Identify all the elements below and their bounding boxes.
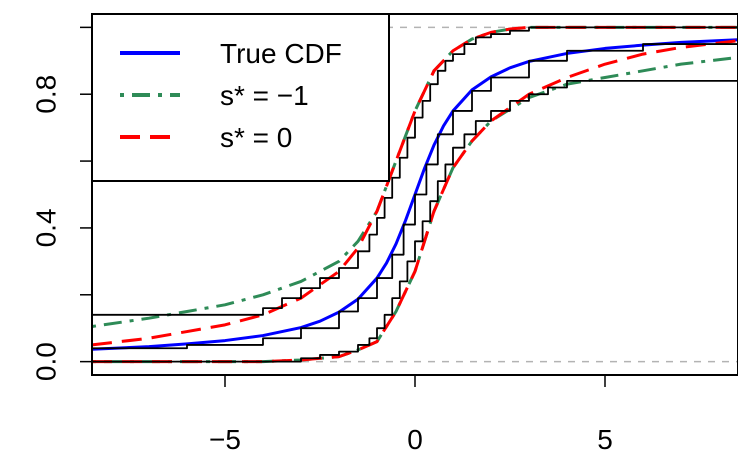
y-axis: 0.0 0.4 0.8 [31, 26, 93, 381]
x-tick-label-2: 5 [597, 424, 613, 455]
series-line-5 [92, 26, 738, 316]
y-tick-label-0: 0.0 [31, 342, 62, 381]
legend-label-true-cdf: True CDF [220, 38, 342, 69]
legend-box [91, 13, 390, 182]
legend-label-s-minus-1: s* = −1 [220, 80, 309, 111]
series-line-4 [92, 39, 738, 364]
x-tick-label-0: −5 [209, 424, 241, 455]
series-layer [91, 25, 738, 364]
legend: True CDF s* = −1 s* = 0 [91, 13, 390, 182]
series-line-7 [92, 37, 738, 350]
x-tick-label-1: 0 [407, 424, 423, 455]
legend-label-s-zero: s* = 0 [220, 122, 292, 153]
series-line-1 [91, 25, 738, 329]
x-axis: −5 0 5 [209, 374, 613, 455]
y-tick-label-2: 0.4 [31, 208, 62, 247]
series-line-6 [92, 79, 738, 363]
y-tick-label-4: 0.8 [31, 75, 62, 114]
